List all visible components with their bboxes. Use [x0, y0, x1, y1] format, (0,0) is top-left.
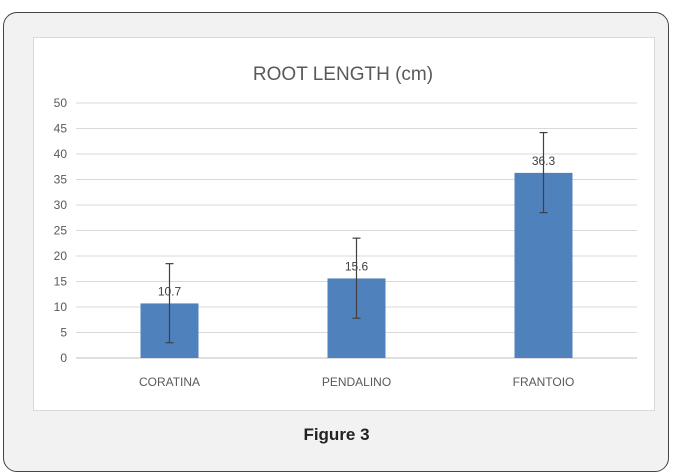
- chart-title: ROOT LENGTH (cm): [253, 64, 433, 85]
- y-tick-label-5: 5: [60, 326, 67, 340]
- data-label-pendalino: 15.6: [345, 259, 369, 273]
- y-tick-label-0: 0: [60, 351, 67, 365]
- data-label-frantoio: 36.3: [532, 154, 556, 168]
- data-label-coratina: 10.7: [158, 284, 182, 298]
- y-tick-label-20: 20: [54, 249, 68, 263]
- figure-caption: Figure 3: [303, 425, 370, 444]
- y-tick-label-30: 30: [54, 198, 68, 212]
- y-tick-label-15: 15: [54, 275, 68, 289]
- y-tick-label-35: 35: [54, 173, 68, 187]
- y-tick-label-10: 10: [54, 300, 68, 314]
- x-tick-label-frantoio: FRANTOIO: [513, 375, 575, 389]
- y-tick-label-25: 25: [54, 224, 68, 238]
- y-tick-label-40: 40: [54, 147, 68, 161]
- bar-chart: ROOT LENGTH (cm) 0 5 10 15 20 25 30 35 40 45 50 10.…: [54, 64, 637, 389]
- chart-area: ROOT LENGTH (cm) 0 5 10 15 20 25 30 35 40 45 50 10.…: [33, 37, 655, 411]
- x-tick-label-coratina: CORATINA: [139, 375, 200, 389]
- x-tick-label-pendalino: PENDALINO: [322, 375, 391, 389]
- y-tick-label-45: 45: [54, 122, 68, 136]
- y-tick-label-50: 50: [54, 96, 68, 110]
